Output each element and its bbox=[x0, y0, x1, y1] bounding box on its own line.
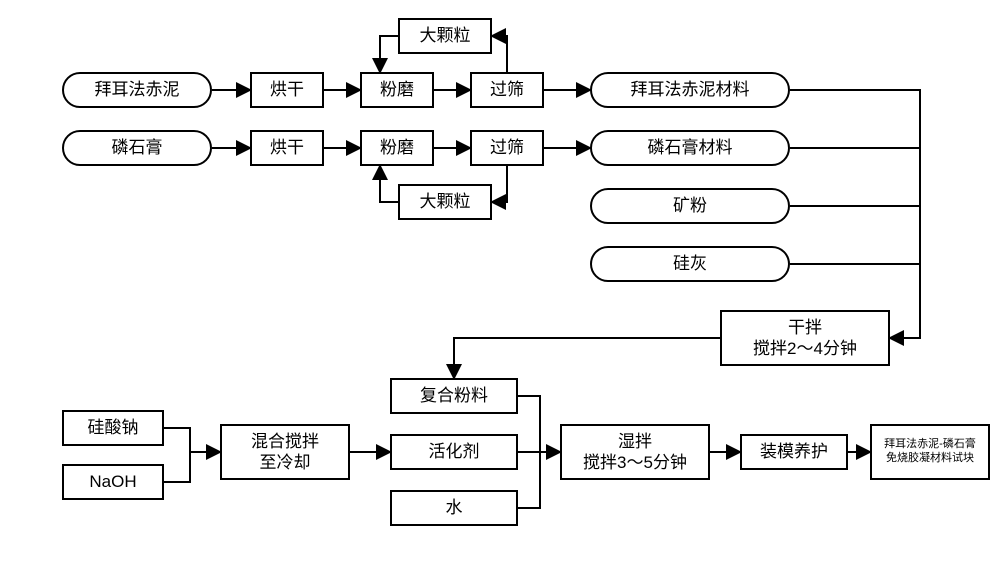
edge bbox=[164, 428, 190, 452]
node-n_pg: 磷石膏 bbox=[62, 130, 212, 166]
node-n_sieve1: 过筛 bbox=[470, 72, 544, 108]
node-n_dry2: 烘干 bbox=[250, 130, 324, 166]
node-n_final: 拜耳法赤泥-磷石膏 免烧胶凝材料试块 bbox=[870, 424, 990, 480]
node-n_kf: 矿粉 bbox=[590, 188, 790, 224]
node-n_sieve2: 过筛 bbox=[470, 130, 544, 166]
edge bbox=[518, 396, 540, 452]
edge bbox=[790, 90, 920, 338]
node-n_water: 水 bbox=[390, 490, 518, 526]
node-n_grind2: 粉磨 bbox=[360, 130, 434, 166]
edge bbox=[164, 452, 220, 482]
node-n_gh: 硅灰 bbox=[590, 246, 790, 282]
node-n_big1: 大颗粒 bbox=[398, 18, 492, 54]
edge bbox=[518, 452, 560, 508]
edge bbox=[492, 166, 507, 202]
edge bbox=[380, 36, 398, 72]
node-n_wetmix: 湿拌 搅拌3～5分钟 bbox=[560, 424, 710, 480]
node-n_drymix: 干拌 搅拌2～4分钟 bbox=[720, 310, 890, 366]
node-n_naoh: NaOH bbox=[62, 464, 164, 500]
node-n_pgmat: 磷石膏材料 bbox=[590, 130, 790, 166]
node-n_bymudmat: 拜耳法赤泥材料 bbox=[590, 72, 790, 108]
node-n_dry1: 烘干 bbox=[250, 72, 324, 108]
edge bbox=[492, 36, 507, 72]
node-n_grind1: 粉磨 bbox=[360, 72, 434, 108]
node-n_mixcool: 混合搅拌 至冷却 bbox=[220, 424, 350, 480]
edge bbox=[454, 338, 720, 378]
node-n_mold: 装模养护 bbox=[740, 434, 848, 470]
edge bbox=[380, 36, 398, 72]
node-n_activator: 活化剂 bbox=[390, 434, 518, 470]
node-n_big2: 大颗粒 bbox=[398, 184, 492, 220]
node-n_na2sio3: 硅酸钠 bbox=[62, 410, 164, 446]
edge bbox=[380, 166, 398, 202]
node-n_bymud: 拜耳法赤泥 bbox=[62, 72, 212, 108]
node-n_compound: 复合粉料 bbox=[390, 378, 518, 414]
